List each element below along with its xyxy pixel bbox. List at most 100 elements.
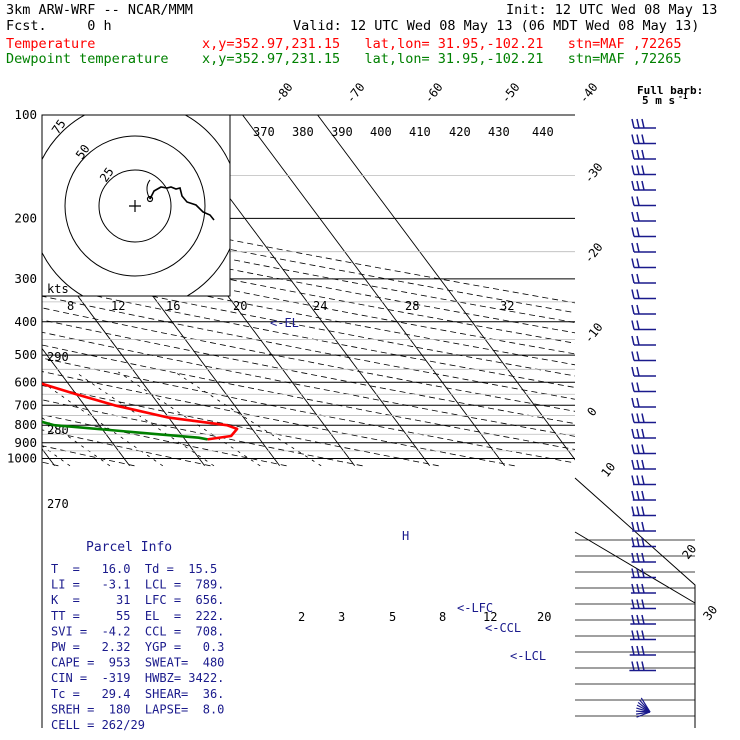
parcel-info-row: CAPE = 953 SWEAT= 480	[51, 656, 224, 670]
mixing-ratio-label: 8	[439, 610, 446, 624]
wind-barb	[631, 165, 656, 176]
wind-barb	[631, 475, 656, 486]
wind-barb	[631, 568, 656, 579]
wind-barb	[631, 258, 656, 269]
temperature-location: x,y=352.97,231.15 lat,lon= 31.95,-102.21…	[202, 36, 682, 52]
theta-label: 380	[292, 125, 314, 139]
wind-barb	[631, 444, 656, 455]
wind-barb	[631, 134, 656, 145]
barb-legend-exponent: -1	[678, 92, 688, 101]
isotherm-label: -70	[343, 80, 367, 106]
ccl-label: <-CCL	[485, 621, 521, 635]
mixing-ratio-line	[0, 372, 6, 466]
mixing-ratio-line	[118, 371, 261, 467]
wind-barb	[631, 335, 656, 346]
pressure-label: 1000	[7, 451, 37, 466]
parcel-info-row: CIN = -319 HWBZ= 3422.	[51, 671, 224, 685]
wind-barb	[631, 521, 656, 532]
lcl-label: <-LCL	[510, 649, 546, 663]
wind-barb	[629, 661, 656, 672]
parcel-info-row: PW = 2.32 YGP = 0.3	[51, 640, 224, 654]
el-label: <-EL	[270, 316, 299, 330]
hodograph-origin-dot	[146, 195, 154, 203]
theta-label: 290	[47, 350, 69, 364]
wind-barb	[631, 397, 656, 408]
dry-adiabat	[42, 414, 287, 467]
isotherm-label: 0	[584, 405, 599, 419]
pressure-label: 500	[14, 347, 37, 362]
isotherm	[317, 115, 575, 461]
pressure-label: 300	[14, 271, 37, 286]
theta-label: 430	[488, 125, 510, 139]
valid-time: Valid: 12 UTC Wed 08 May 13 (06 MDT Wed …	[293, 18, 700, 34]
hodograph-ring	[98, 169, 172, 243]
wind-barb	[631, 211, 656, 222]
pressure-label: 800	[14, 417, 37, 432]
isotherm-label: 30	[700, 603, 720, 623]
isotherm-label: -10	[581, 320, 605, 346]
isotherm-label: -20	[581, 240, 605, 266]
mixing-ratio-label: 3	[338, 610, 345, 624]
isotherm	[42, 347, 130, 467]
hodograph-x-label: 12	[111, 299, 125, 313]
hodograph-x-label: 16	[166, 299, 180, 313]
dry-adiabat	[42, 202, 575, 304]
pressure-label: 700	[14, 397, 37, 412]
isotherm-label: -40	[576, 80, 600, 106]
isotherm	[242, 115, 505, 467]
parcel-info-row: T = 16.0 Td = 15.5	[51, 562, 217, 576]
dewpoint-legend: Dewpoint temperature	[6, 51, 169, 67]
wind-barb	[630, 583, 656, 594]
model-title: 3km ARW-WRF -- NCAR/MMM	[6, 2, 193, 18]
hodograph-trace-start	[146, 179, 151, 200]
pressure-label: 200	[14, 210, 37, 225]
hodograph-ring-label: 50	[73, 142, 93, 162]
h-label: H	[402, 529, 409, 543]
barb-legend-unit: 5 m s	[642, 94, 675, 107]
dry-adiabat	[42, 357, 575, 464]
barb-legend-title: Full barb:	[637, 84, 703, 97]
isotherm-label: -60	[421, 80, 445, 106]
mixing-ratio-label: 2	[298, 610, 305, 624]
isotherm-label: -50	[498, 80, 522, 106]
wind-barb	[630, 614, 656, 625]
wind-barb	[631, 118, 656, 129]
hodograph-ring-label: 25	[97, 165, 117, 185]
mixing-ratio-line	[42, 381, 164, 467]
mixing-ratio-label: 5	[389, 610, 396, 624]
theta-label: 390	[331, 125, 353, 139]
wind-barb	[631, 413, 656, 424]
theta-label: 440	[532, 125, 554, 139]
hodograph-ring	[64, 135, 206, 277]
hodograph-x-label: 32	[500, 299, 514, 313]
temperature-legend: Temperature	[6, 36, 96, 52]
hodograph-x-label: 8	[67, 299, 74, 313]
parcel-info-row: SREH = 180 LAPSE= 8.0	[51, 702, 224, 716]
wind-barb	[631, 506, 656, 517]
parcel-info-row: CELL = 262/29	[51, 718, 145, 732]
wind-barb	[631, 320, 656, 331]
dewpoint-location: x,y=352.97,231.15 lat,lon= 31.95,-102.21…	[202, 51, 682, 67]
wind-barb	[631, 459, 656, 470]
theta-label: 370	[253, 125, 275, 139]
hodograph-x-label: 20	[233, 299, 247, 313]
mixing-ratio-label: 20	[537, 610, 551, 624]
theta-label: 410	[409, 125, 431, 139]
mixing-ratio-line	[174, 371, 322, 467]
hodograph-units: kts	[47, 282, 69, 296]
parcel-info-box	[42, 538, 237, 728]
hodograph-x-label: 28	[405, 299, 419, 313]
wind-barb	[631, 149, 656, 160]
dry-adiabat	[42, 344, 575, 450]
init-time: Init: 12 UTC Wed 08 May 13	[506, 2, 718, 18]
wind-barb	[631, 552, 656, 563]
wind-barb	[630, 599, 656, 610]
wind-barb	[631, 196, 656, 207]
pressure-label: 600	[14, 374, 37, 389]
wind-barb	[631, 180, 656, 191]
mixing-ratio-label: 12	[483, 610, 497, 624]
hodograph-center	[129, 200, 141, 212]
wind-barb	[631, 428, 656, 439]
